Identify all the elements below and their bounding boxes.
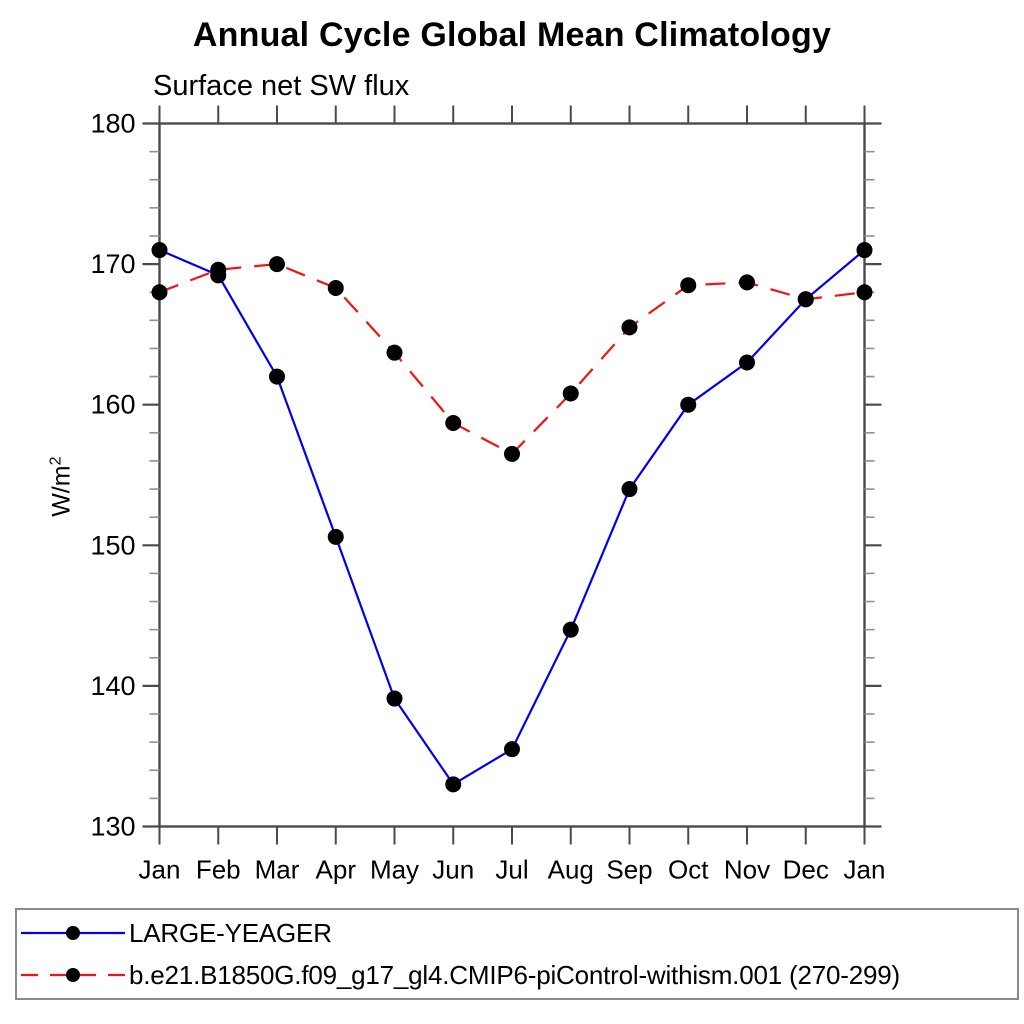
data-point-marker (856, 284, 873, 301)
y-tick-label: 140 (90, 671, 135, 701)
legend-sample-red-dashed-line (21, 968, 125, 982)
legend-label: b.e21.B1850G.f09_g17_gl4.CMIP6-piControl… (129, 959, 900, 990)
x-tick-label: Sep (606, 855, 652, 885)
data-point-marker (327, 280, 344, 297)
x-tick-label: Apr (316, 855, 357, 885)
x-tick-label: Oct (668, 855, 709, 885)
x-tick-label: Nov (724, 855, 770, 885)
y-tick-label: 180 (90, 109, 135, 139)
data-point-marker (504, 445, 520, 462)
y-tick-label: 130 (90, 812, 135, 842)
data-point-marker (386, 690, 403, 707)
data-point-marker (562, 621, 579, 638)
data-point-marker (739, 354, 755, 371)
data-point-marker (445, 776, 462, 793)
x-tick-label: Jun (432, 855, 474, 885)
legend-label: LARGE-YEAGER (129, 917, 332, 948)
x-tick-label: Jan (139, 855, 181, 885)
x-tick-label: Dec (783, 855, 829, 885)
x-tick-label: Mar (255, 855, 300, 885)
legend-item-model-run: b.e21.B1850G.f09_g17_gl4.CMIP6-piControl… (17, 956, 1017, 994)
data-point-marker (797, 291, 814, 308)
y-tick-label: 160 (90, 390, 135, 420)
legend-marker-icon (66, 926, 80, 940)
data-point-marker (504, 741, 520, 758)
data-point-marker (621, 481, 638, 498)
data-point-marker (327, 528, 344, 545)
x-tick-label: Jul (495, 855, 528, 885)
y-tick-label: 150 (90, 530, 135, 560)
data-point-marker (562, 385, 579, 402)
data-point-marker (856, 242, 873, 259)
chart-subtitle: Surface net SW flux (153, 70, 410, 102)
data-point-marker (445, 414, 462, 431)
data-point-marker (621, 319, 638, 336)
legend-item-large-yeager: LARGE-YEAGER (17, 914, 1017, 952)
series-line-0 (159, 248, 866, 786)
series-line-1 (159, 262, 865, 456)
data-point-marker (269, 256, 285, 273)
x-tick-label: Jan (844, 855, 886, 885)
plot-frame (158, 122, 866, 828)
data-point-marker (151, 284, 168, 301)
x-tick-label: Aug (548, 855, 594, 885)
data-point-marker (386, 344, 403, 361)
data-point-marker (210, 261, 227, 278)
data-point-marker (151, 242, 168, 259)
data-point-marker (269, 368, 285, 385)
legend-box: LARGE-YEAGER b.e21.B1850G.f09_g17_gl4.CM… (15, 908, 1019, 1000)
legend-sample-blue-solid-line (21, 926, 125, 940)
x-tick-label: Feb (196, 855, 241, 885)
x-tick-label: May (370, 855, 419, 885)
chart-title: Annual Cycle Global Mean Climatology (192, 16, 832, 54)
legend-marker-icon (66, 968, 80, 982)
data-point-marker (680, 277, 697, 294)
y-tick-label: 170 (90, 249, 135, 279)
data-point-marker (739, 274, 755, 291)
data-point-marker (680, 396, 697, 413)
